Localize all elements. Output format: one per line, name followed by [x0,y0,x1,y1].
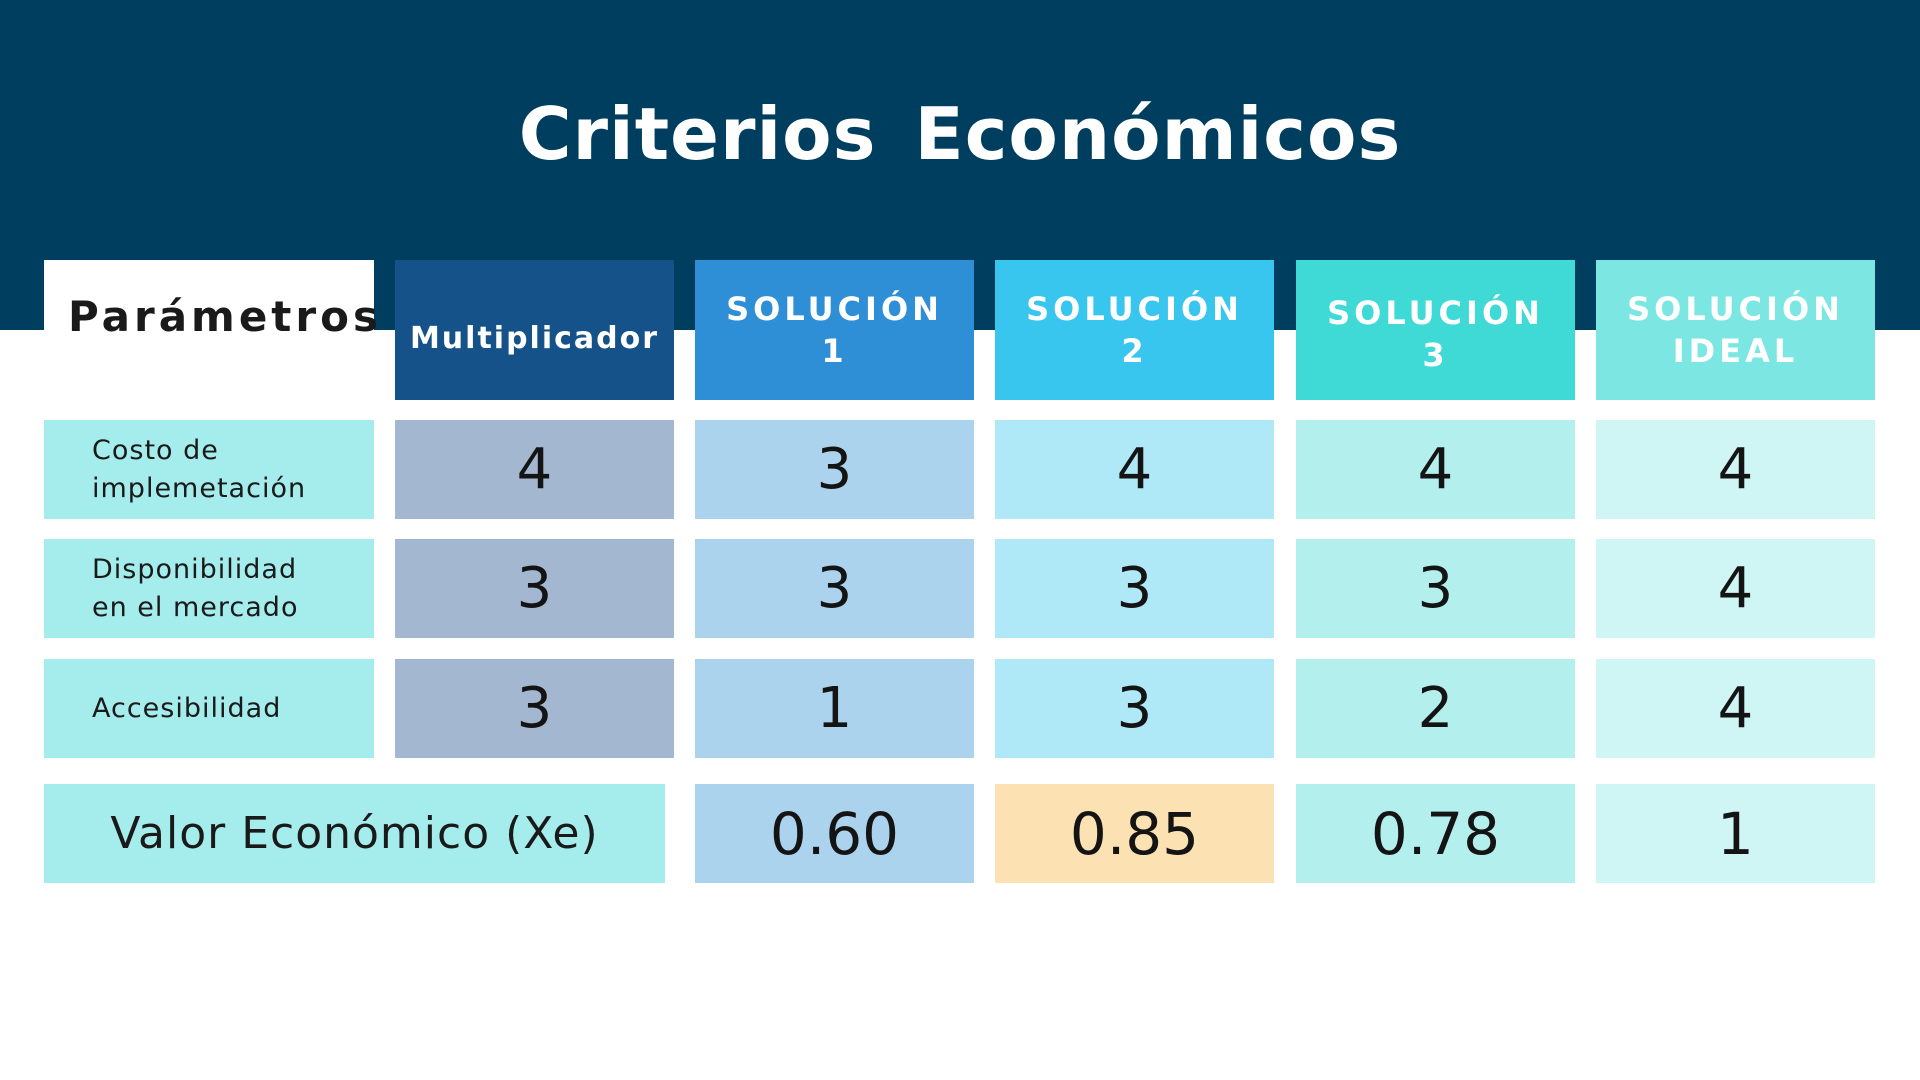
row2-multiplicador: 3 [395,539,674,638]
row3-solucion-2: 3 [995,659,1274,758]
row2-solucion-1: 3 [695,539,974,638]
row3-solucion-3: 2 [1296,659,1575,758]
header-solucion-2: SOLUCIÓN 2 [995,260,1274,400]
row1-solucion-ideal: 4 [1596,420,1875,519]
row1-solucion-3: 4 [1296,420,1575,519]
total-solucion-1: 0.60 [695,784,974,883]
row2-solucion-2: 3 [995,539,1274,638]
header-parametros: Parámetros [44,260,378,400]
row3-solucion-ideal: 4 [1596,659,1875,758]
row3-solucion-1: 1 [695,659,974,758]
total-solucion-3: 0.78 [1296,784,1575,883]
total-solucion-2: 0.85 [995,784,1274,883]
total-label: Valor Económico (Xe) [44,784,665,883]
row-label-disponibilidad: Disponibilidad en el mercado [44,539,374,638]
row1-solucion-2: 4 [995,420,1274,519]
header-multiplicador: Multiplicador [395,260,674,400]
header-solucion-3: SOLUCIÓN 3 [1296,260,1575,400]
row-label-accesibilidad: Accesibilidad [44,659,374,758]
row3-multiplicador: 3 [395,659,674,758]
row1-multiplicador: 4 [395,420,674,519]
row2-solucion-ideal: 4 [1596,539,1875,638]
row1-solucion-1: 3 [695,420,974,519]
total-solucion-ideal: 1 [1596,784,1875,883]
header-solucion-ideal: SOLUCIÓN IDEAL [1596,260,1875,400]
row-label-costo: Costo de implemetación [44,420,374,519]
page-title: Criterios Económicos [518,92,1402,176]
header-solucion-1: SOLUCIÓN 1 [695,260,974,400]
row2-solucion-3: 3 [1296,539,1575,638]
